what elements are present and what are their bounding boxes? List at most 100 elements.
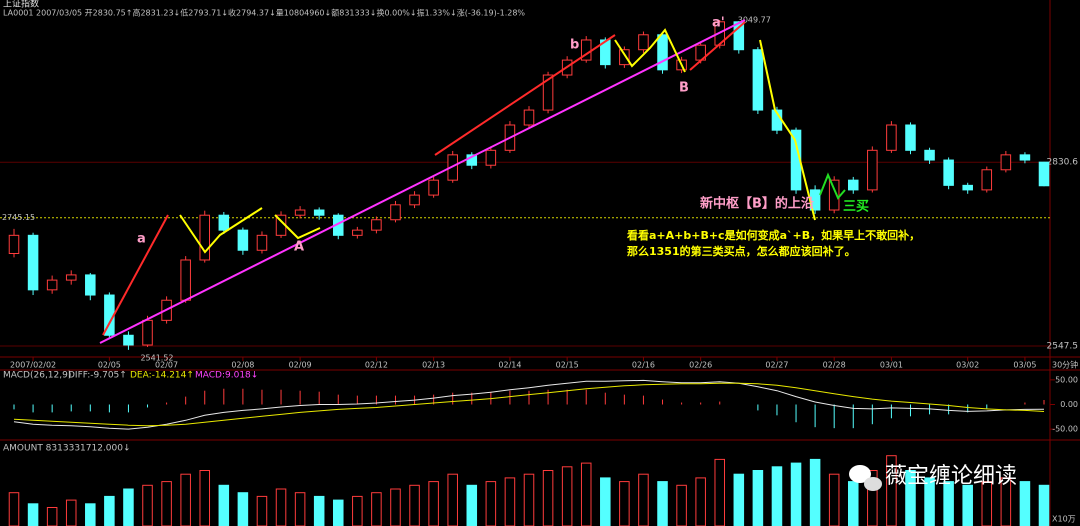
volume-bar (542, 470, 554, 526)
candle-body (828, 179, 840, 211)
volume-bar (905, 470, 916, 526)
x-tick-label: 02/08 (231, 361, 254, 370)
volume-bar (943, 481, 954, 526)
icon (849, 465, 871, 483)
volume-bar (714, 458, 726, 526)
volume-title: AMOUNT 8313331712.000↓ (3, 444, 131, 454)
candle-body (199, 214, 211, 261)
candle-body (485, 149, 497, 166)
candle-body (447, 154, 458, 181)
candle-body (619, 49, 630, 66)
candle-body (46, 279, 58, 291)
diff-line (13, 379, 1045, 430)
volume-bar (676, 484, 687, 526)
candle-body (600, 39, 611, 66)
diff-label: DIFF:-9.705↑ (68, 371, 127, 381)
candle-body (256, 234, 268, 251)
volume-bar (332, 499, 344, 526)
candle-body (294, 209, 306, 216)
candle-body (371, 219, 382, 231)
arrow-line (102, 214, 169, 336)
watermark-icon (849, 465, 882, 491)
volume-bar (218, 484, 230, 526)
trend-line (99, 19, 746, 344)
candle-body (313, 209, 325, 216)
volume-bar (752, 470, 764, 526)
arrow-line (434, 34, 616, 156)
info-line: LA0001 2007/03/05 开2830.75↑高2831.23↓低279… (3, 8, 525, 18)
period-label: 30分钟 (1052, 360, 1078, 370)
x-tick-label: 02/26 (689, 361, 712, 370)
candle-body (981, 169, 993, 191)
y-tick-label: 50.00 (1055, 375, 1078, 384)
volume-bar (600, 477, 611, 526)
candle-body (867, 149, 878, 191)
candle-body (85, 274, 96, 296)
volume-bar (65, 499, 77, 526)
candle-body (352, 229, 363, 236)
low-label: 2541.52 (140, 353, 173, 362)
candle-body (733, 21, 745, 51)
candle-body (27, 234, 39, 291)
volume-bar (638, 473, 649, 526)
candle-body (237, 229, 249, 251)
chart-title: 上证指数 (3, 0, 39, 10)
candle-body (428, 179, 439, 196)
x-tick-label: 02/12 (365, 361, 388, 370)
volume-bar (180, 473, 191, 526)
volume-bar (161, 481, 172, 526)
y-tick-label: 2547.5 (1047, 341, 1079, 351)
candle-body (1019, 154, 1031, 161)
volume-bar (104, 495, 115, 526)
volume-bar (352, 495, 363, 526)
reference-label: 2745.15 (2, 213, 35, 222)
x-tick-label: 03/01 (880, 361, 903, 370)
zigzag (614, 28, 686, 73)
annotation: b (570, 38, 579, 53)
zigzag (759, 39, 816, 221)
dea-label: DEA:-14.214↑ (130, 371, 194, 381)
zigzag (179, 207, 263, 254)
volume-bar (504, 477, 516, 526)
volume-bar (46, 507, 58, 526)
volume-bar (428, 481, 439, 526)
candle-body (180, 259, 191, 301)
dea-line (13, 382, 1045, 427)
volume-bar (123, 488, 134, 526)
candle-body (523, 109, 535, 126)
y-tick-label: -50.00 (1052, 425, 1078, 434)
volume-bar (390, 488, 401, 526)
x-tick-label: 02/27 (765, 361, 788, 370)
volume-bar (27, 503, 39, 526)
candle-body (924, 149, 935, 161)
candle-body (8, 234, 20, 254)
volume-bar (981, 481, 993, 526)
candle-body (65, 274, 77, 281)
watermark: 薇宝缠论细读 (885, 464, 1017, 489)
candle-body (1000, 154, 1012, 171)
annotation: a (137, 232, 146, 247)
volume-bar (447, 473, 458, 526)
volume-bar (733, 473, 745, 526)
annotation: 三买 (843, 200, 869, 215)
x-tick-label: 03/05 (1013, 361, 1036, 370)
candle-body (1038, 161, 1050, 187)
volume-bar (409, 484, 420, 526)
volume-bar (695, 477, 706, 526)
annotation: 新中枢【B】的上沿 (700, 196, 814, 212)
volume-bar (771, 466, 783, 526)
y-tick-label: 0.00 (1060, 400, 1078, 409)
volume-bar (313, 495, 325, 526)
volume-bar (809, 458, 821, 526)
macd-label: MACD:9.018↓ (195, 371, 258, 381)
candle-body (752, 49, 764, 111)
x-tick-label: 02/07 (155, 361, 178, 370)
volume-bar (199, 470, 211, 526)
volume-bar (294, 492, 306, 526)
volume-bar (847, 481, 859, 526)
volume-bar (886, 455, 897, 526)
marks: 2547.5 2830.6 2745.15 50.00 0.00 -50.00 2007/0… (0, 16, 1078, 526)
volume-bar (142, 484, 153, 526)
annotation: B (679, 81, 689, 96)
